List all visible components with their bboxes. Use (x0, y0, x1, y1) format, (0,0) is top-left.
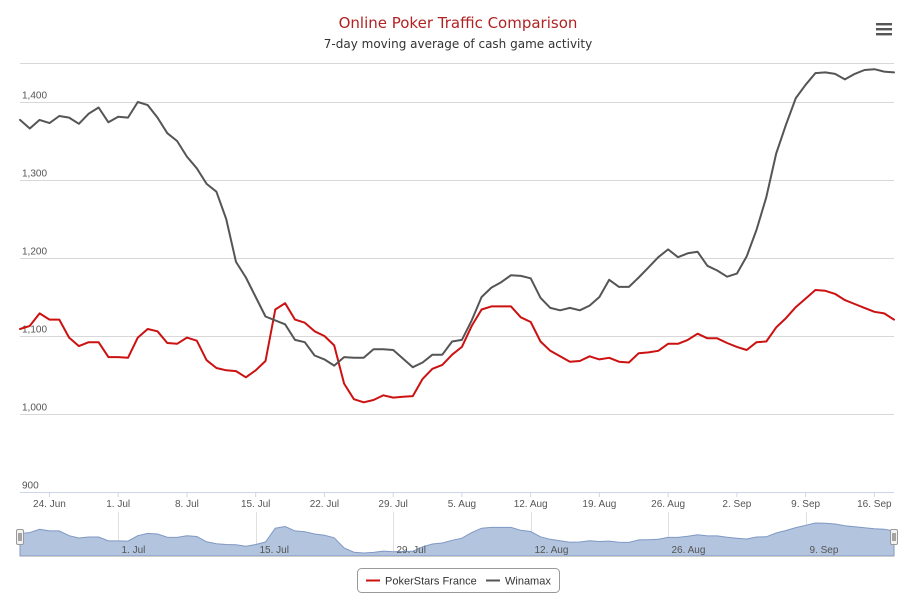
navigator-tick-label: 12. Aug (535, 545, 569, 556)
x-tick-label: 24. Jun (33, 499, 66, 510)
x-tick-label: 2. Sep (722, 499, 751, 510)
context-menu-button[interactable] (873, 18, 895, 38)
x-tick-label: 19. Aug (582, 499, 616, 510)
series-layer (19, 68, 895, 404)
y-tick-label: 1,300 (22, 169, 47, 180)
x-tick-label: 22. Jul (310, 499, 339, 510)
navigator-tick-label: 26. Aug (672, 545, 706, 556)
navigator-handle-right[interactable] (890, 529, 898, 545)
legend-label-pokerstars: PokerStars France (385, 576, 477, 588)
x-tick-label: 1. Jul (106, 499, 130, 510)
x-tick-label: 12. Aug (514, 499, 548, 510)
y-tick-label: 1,000 (22, 403, 47, 414)
y-tick-label: 1,200 (22, 247, 47, 258)
x-tick-label: 15. Jul (241, 499, 270, 510)
navigator-handle-right-grip[interactable] (890, 529, 898, 545)
y-tick-label: 1,400 (22, 91, 47, 102)
legend-label-winamax: Winamax (505, 576, 551, 588)
x-axis: 24. Jun 1. Jul 8. Jul 15. Jul 22. Jul 29. Jul… (20, 492, 894, 510)
series-line-winamax[interactable] (19, 68, 895, 369)
x-tick-label: 29. Jul (378, 499, 407, 510)
navigator-handle-left-grip[interactable] (16, 529, 24, 545)
legend-box (357, 568, 560, 593)
navigator-tick-label: 29. Jul (397, 545, 426, 556)
navigator[interactable]: 1. Jul 15. Jul 29. Jul 12. Aug 26. Aug 9. Sep (16, 512, 898, 557)
y-tick-label: 900 (22, 481, 39, 492)
series-line-pokerstars[interactable] (19, 289, 895, 404)
legend: PokerStars France Winamax (357, 568, 560, 593)
navigator-labels: 1. Jul 15. Jul 29. Jul 12. Aug 26. Aug 9. Sep (122, 545, 839, 556)
menu-icon (876, 23, 892, 36)
x-tick-label: 16. Sep (857, 499, 892, 510)
x-tick-label: 9. Sep (791, 499, 820, 510)
navigator-tick-label: 1. Jul (122, 545, 146, 556)
chart-title: Online Poker Traffic Comparison (339, 14, 578, 32)
legend-item-pokerstars[interactable]: PokerStars France (366, 576, 477, 588)
x-tick-label: 8. Jul (175, 499, 199, 510)
navigator-tick-label: 15. Jul (260, 545, 289, 556)
navigator-tick-label: 9. Sep (810, 545, 839, 556)
navigator-handle-left[interactable] (16, 529, 24, 545)
chart-subtitle: 7-day moving average of cash game activi… (324, 37, 592, 51)
y-tick-label: 1,100 (22, 325, 47, 336)
x-tick-label: 5. Aug (448, 499, 476, 510)
x-tick-label: 26. Aug (651, 499, 685, 510)
legend-item-winamax[interactable]: Winamax (486, 576, 551, 588)
navigator-series-area (19, 522, 895, 557)
y-axis-labels: 900 1,000 1,100 1,200 1,300 1,400 (22, 91, 47, 492)
